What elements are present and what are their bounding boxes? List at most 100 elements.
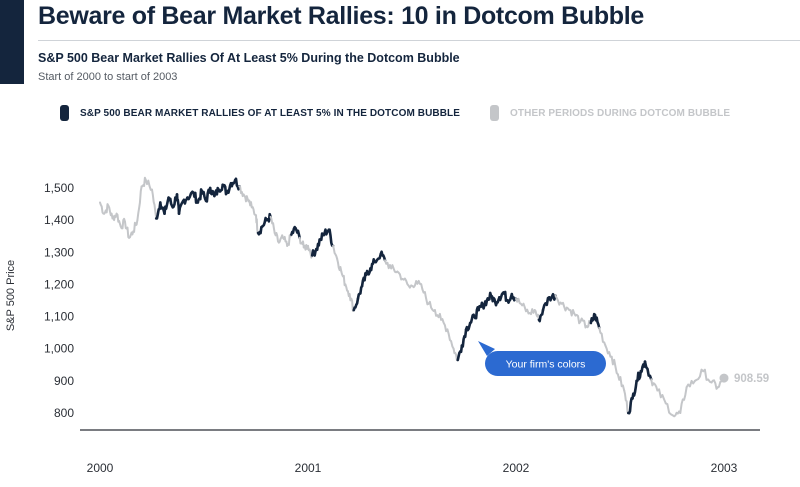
other-segment [610,355,619,376]
other-segment [440,318,449,333]
rally-segment [643,360,653,381]
other-segment [656,388,667,405]
last-value-label: 908.59 [734,373,769,385]
legend: S&P 500 BEAR MARKET RALLIES OF AT LEAST … [60,103,760,123]
chart-title: Beware of Bear Market Rallies: 10 in Dot… [38,2,645,30]
other-segment [573,312,582,325]
other-segment [433,309,443,321]
other-segment [103,203,110,215]
other-segment [390,264,399,274]
callout-pointer [478,341,495,356]
other-segment [136,185,143,222]
other-segment [710,379,719,390]
other-segment [128,230,135,239]
legend-swatch-rally [60,105,69,121]
rally-segment [196,188,204,204]
rally-segment [631,379,638,400]
other-segment [107,204,114,220]
rally-segment [460,328,468,348]
callout-text: Your firm's colors [506,359,586,371]
other-segment [340,270,347,287]
rally-segment [468,313,476,325]
rally-segment [537,308,545,323]
rally-segment [200,189,208,203]
other-segment [427,300,436,312]
other-segment [650,378,659,392]
rally-segment [260,216,268,228]
y-axis-label: S&P 500 Price [5,260,17,331]
other-segment [560,301,569,312]
legend-item-other: OTHER PERIODS DURING DOTCOM BUBBLE [490,105,730,121]
date-range: Start of 2000 to start of 2003 [38,71,178,83]
other-segment [151,188,158,220]
rally-segment [186,190,195,201]
other-segment [396,270,405,281]
other-segment [402,277,411,289]
title-divider [38,40,800,41]
other-segment [679,386,688,414]
other-segment [132,219,139,233]
y-tick-label: 1,300 [44,245,74,259]
x-tick-label: 2001 [295,461,322,475]
rally-segment [541,296,551,312]
other-segment [255,214,260,235]
rally-segment [635,369,643,383]
other-segment [242,193,249,203]
rally-segment [221,183,229,196]
other-segment [144,179,153,191]
legend-swatch-other [490,105,500,121]
rally-segment [477,301,484,312]
other-segment [282,235,289,247]
other-segment [515,297,524,307]
other-segment [238,185,245,198]
other-segment [673,410,682,418]
rally-segment [593,313,601,330]
other-segment [332,244,339,260]
other-segment [421,288,430,306]
x-tick-label: 2002 [503,461,530,475]
other-segment [99,201,106,215]
rally-segment [163,196,170,215]
rally-segment [548,292,557,302]
y-tick-label: 1,500 [44,181,74,195]
rally-segment [310,247,318,257]
rally-segment [229,178,237,188]
other-segment [685,379,696,389]
rally-segment [456,344,464,362]
rally-segment [217,183,224,193]
rally-segment [489,294,497,304]
rally-segment [213,186,220,198]
other-segment [533,309,540,321]
other-segment [415,279,424,291]
other-segment [693,368,705,382]
rally-segment [327,228,335,248]
legend-item-rally: S&P 500 BEAR MARKET RALLIES OF AT LEAST … [60,105,460,121]
rally-segment [464,321,472,332]
y-tick-label: 800 [54,406,74,420]
other-segment [623,389,630,414]
other-segment [579,317,588,329]
other-segment [554,294,563,306]
rally-segment [627,397,634,415]
x-tick-label: 2000 [87,461,114,475]
other-segment [277,234,284,244]
accent-bar [0,0,24,84]
rally-segment [639,360,647,373]
rally-segment [256,225,264,236]
rally-segment [369,258,376,272]
rally-segment [364,267,372,277]
legend-label-other: OTHER PERIODS DURING DOTCOM BUBBLE [510,107,731,119]
rally-segment [352,297,360,312]
rally-segment [379,250,387,262]
rally-segment [177,199,185,215]
y-tick-label: 1,200 [44,277,74,291]
other-segment [307,244,314,259]
other-segment [124,220,131,239]
x-tick-label: 2003 [711,461,738,475]
other-segment [140,176,147,188]
rally-segment [265,212,272,223]
other-segment [111,212,118,222]
rally-segment [481,299,489,310]
y-tick-label: 1,100 [44,310,74,324]
